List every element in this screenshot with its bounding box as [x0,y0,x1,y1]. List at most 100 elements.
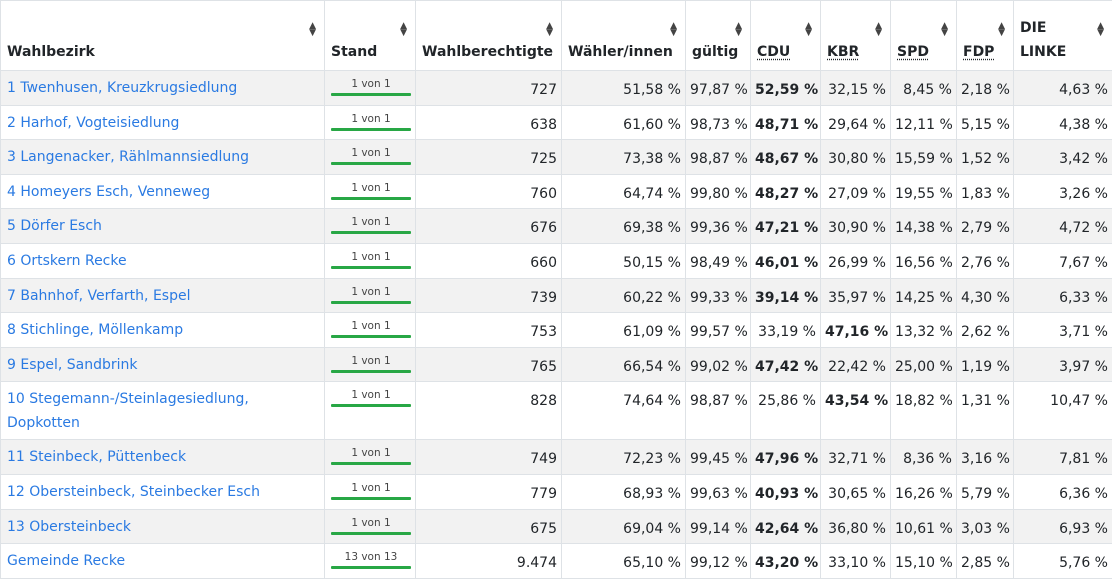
wahlberechtigte-cell: 9.474 [416,544,562,579]
kbr-cell: 35,97 % [821,278,891,313]
column-header-cdu[interactable]: CDU ▲▼ [751,1,821,71]
column-header-spd[interactable]: SPD▲▼ [891,1,957,71]
district-link[interactable]: 2 Harhof, Vogteisiedlung [7,115,179,131]
sort-icon[interactable]: ▲▼ [941,23,948,37]
column-label: Wahlbezirk [7,44,95,60]
progress-bar [331,231,411,234]
linke-cell: 3,97 % [1014,347,1112,382]
wahlberechtigte-cell: 638 [416,105,562,140]
progress-bar [331,128,411,131]
progress-bar [331,462,411,465]
stand-progress: 1 von 1 [331,482,411,500]
gueltig-cell: 99,57 % [686,313,751,348]
stand-cell: 1 von 1 [325,140,416,175]
district-cell: 8 Stichlinge, Möllenkamp [1,313,325,348]
sort-icon[interactable]: ▲▼ [546,23,553,37]
sort-icon[interactable]: ▲▼ [805,23,812,37]
district-link[interactable]: 13 Obersteinbeck [7,519,131,535]
wahlberechtigte-cell: 753 [416,313,562,348]
progress-bar [331,335,411,338]
stand-progress: 1 von 1 [331,182,411,200]
waehler-cell: 61,09 % [562,313,686,348]
linke-cell: 7,81 % [1014,440,1112,475]
fdp-cell: 5,15 % [957,105,1014,140]
linke-cell: 4,38 % [1014,105,1112,140]
cdu-cell: 47,21 % [751,209,821,244]
district-link[interactable]: 6 Ortskern Recke [7,253,127,269]
fdp-cell: 2,79 % [957,209,1014,244]
column-header-stand[interactable]: Stand▲▼ [325,1,416,71]
district-link[interactable]: Gemeinde Recke [7,553,125,569]
wahlberechtigte-cell: 749 [416,440,562,475]
cdu-cell: 39,14 % [751,278,821,313]
column-label: KBR [827,44,859,60]
district-link[interactable]: 5 Dörfer Esch [7,218,102,234]
stand-progress: 1 von 1 [331,216,411,234]
stand-cell: 1 von 1 [325,347,416,382]
kbr-cell: 30,90 % [821,209,891,244]
stand-progress: 1 von 1 [331,251,411,269]
cdu-cell: 48,27 % [751,174,821,209]
sort-icon[interactable]: ▲▼ [309,23,316,37]
gueltig-cell: 98,73 % [686,105,751,140]
spd-cell: 14,38 % [891,209,957,244]
stand-progress: 1 von 1 [331,447,411,465]
district-link[interactable]: 11 Steinbeck, Püttenbeck [7,449,186,465]
district-cell: 11 Steinbeck, Püttenbeck [1,440,325,475]
district-link[interactable]: 9 Espel, Sandbrink [7,357,138,373]
district-link[interactable]: 8 Stichlinge, Möllenkamp [7,322,183,338]
column-header-kbr[interactable]: KBR ▲▼ [821,1,891,71]
kbr-cell: 32,15 % [821,71,891,106]
district-cell: 7 Bahnhof, Verfarth, Espel [1,278,325,313]
stand-progress: 1 von 1 [331,517,411,535]
stand-cell: 1 von 1 [325,278,416,313]
district-link[interactable]: 10 Stegemann-/Steinlagesiedlung, Dopkott… [7,391,249,431]
gueltig-cell: 98,87 % [686,140,751,175]
fdp-cell: 4,30 % [957,278,1014,313]
column-header-waehler[interactable]: Wähler/innen▲▼ [562,1,686,71]
district-link[interactable]: 1 Twenhusen, Kreuzkrugsiedlung [7,80,237,96]
stand-progress: 13 von 13 [331,551,411,569]
column-header-wahlberechtigte[interactable]: Wahlberechtigte▲▼ [416,1,562,71]
sort-icon[interactable]: ▲▼ [998,23,1005,37]
progress-bar [331,497,411,500]
stand-cell: 1 von 1 [325,243,416,278]
spd-cell: 12,11 % [891,105,957,140]
wahlberechtigte-cell: 727 [416,71,562,106]
sort-icon[interactable]: ▲▼ [400,23,407,37]
kbr-cell: 43,54 % [821,382,891,440]
kbr-cell: 36,80 % [821,509,891,544]
waehler-cell: 61,60 % [562,105,686,140]
column-header-fdp[interactable]: FDP ▲▼ [957,1,1014,71]
spd-cell: 19,55 % [891,174,957,209]
waehler-cell: 69,04 % [562,509,686,544]
wahlberechtigte-cell: 828 [416,382,562,440]
district-link[interactable]: 7 Bahnhof, Verfarth, Espel [7,288,190,304]
column-label: CDU [757,44,790,60]
column-header-linke[interactable]: DIE LINKE▲▼ [1014,1,1112,71]
sort-icon[interactable]: ▲▼ [875,23,882,37]
column-label: FDP [963,44,994,60]
waehler-cell: 64,74 % [562,174,686,209]
district-link[interactable]: 4 Homeyers Esch, Venneweg [7,184,210,200]
district-cell: 4 Homeyers Esch, Venneweg [1,174,325,209]
district-link[interactable]: 12 Obersteinbeck, Steinbecker Esch [7,484,260,500]
district-cell: 3 Langenacker, Rählmannsiedlung [1,140,325,175]
district-cell: 5 Dörfer Esch [1,209,325,244]
column-header-gueltig[interactable]: gültig▲▼ [686,1,751,71]
stand-label: 1 von 1 [331,216,411,228]
column-header-wahlbezirk[interactable]: Wahlbezirk ▲▼ [1,1,325,71]
sort-icon[interactable]: ▲▼ [1097,23,1104,37]
spd-cell: 8,36 % [891,440,957,475]
cdu-cell: 40,93 % [751,474,821,509]
sort-icon[interactable]: ▲▼ [735,23,742,37]
sort-icon[interactable]: ▲▼ [670,23,677,37]
kbr-cell: 30,80 % [821,140,891,175]
kbr-cell: 47,16 % [821,313,891,348]
district-link[interactable]: 3 Langenacker, Rählmannsiedlung [7,149,249,165]
gueltig-cell: 98,49 % [686,243,751,278]
